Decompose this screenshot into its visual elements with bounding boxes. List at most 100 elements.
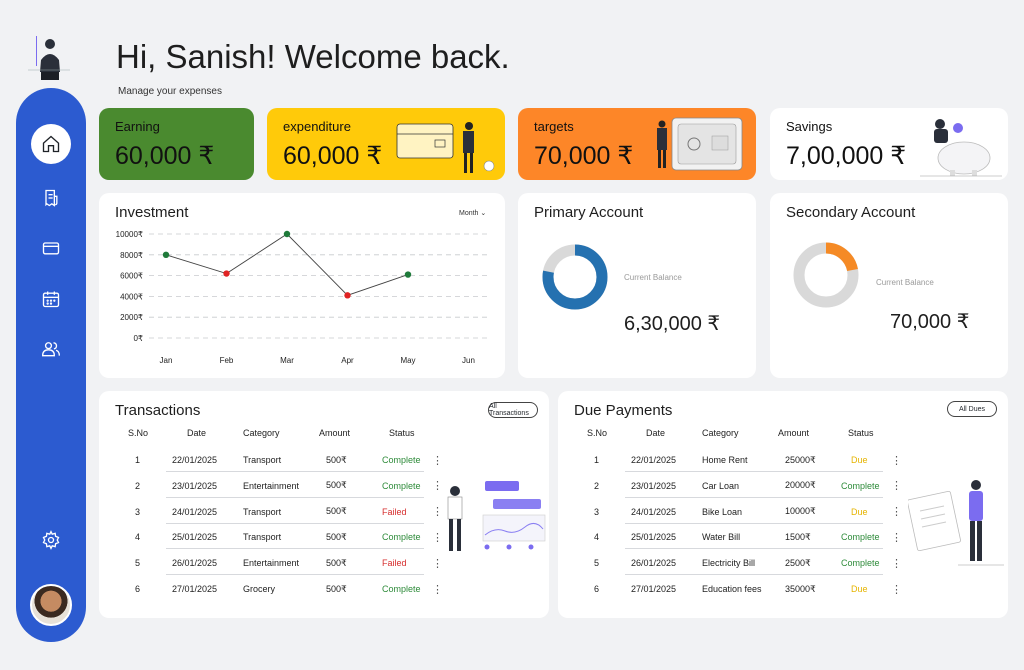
- secondary-account-card[interactable]: Secondary Account Current Balance 70,000…: [770, 193, 1008, 378]
- row-menu-icon[interactable]: ⋮: [891, 531, 902, 544]
- cell-status: Due: [851, 584, 868, 594]
- cell-date: 25/01/2025: [172, 532, 218, 543]
- row-menu-icon[interactable]: ⋮: [891, 557, 902, 570]
- all-transactions-button[interactable]: All Transactions: [488, 402, 538, 418]
- row-menu-icon[interactable]: ⋮: [891, 480, 902, 493]
- cell-date: 23/01/2025: [631, 480, 677, 491]
- sidebar-item-users[interactable]: [33, 331, 69, 367]
- sidebar-item-bills[interactable]: [33, 180, 69, 216]
- table-row[interactable]: 4 25/01/2025 Transport 500₹ Complete ⋮: [99, 527, 549, 547]
- table-row[interactable]: 4 25/01/2025 Water Bill 1500₹ Complete ⋮: [558, 527, 1008, 547]
- cell-category: Entertainment: [243, 558, 300, 569]
- row-divider: [625, 522, 883, 524]
- primary-balance-label: Current Balance: [624, 273, 682, 282]
- avatar[interactable]: [30, 584, 72, 626]
- transactions-title: Transactions: [115, 402, 201, 419]
- all-dues-button[interactable]: All Dues: [947, 401, 997, 417]
- page-title: Hi, Sanish! Welcome back.: [116, 38, 510, 75]
- cell-no: 1: [594, 455, 600, 465]
- cell-date: 24/01/2025: [172, 506, 218, 517]
- cell-status: Complete: [382, 532, 421, 543]
- savings-value: 7,00,000 ₹: [786, 142, 907, 170]
- savings-label: Savings: [786, 119, 833, 134]
- table-row[interactable]: 3 24/01/2025 Transport 500₹ Failed ⋮: [99, 502, 549, 522]
- row-menu-icon[interactable]: ⋮: [432, 531, 443, 544]
- cell-category: Transport: [243, 532, 282, 543]
- cell-no: 1: [135, 455, 141, 465]
- table-row[interactable]: 1 22/01/2025 Home Rent 25000₹ Due ⋮: [558, 450, 1008, 470]
- y-tick-label: 4000₹: [120, 292, 143, 301]
- row-divider: [625, 471, 883, 472]
- cell-no: 5: [135, 558, 141, 569]
- row-divider: [166, 471, 424, 472]
- expenditure-value: 60,000 ₹: [283, 142, 383, 170]
- row-menu-icon[interactable]: ⋮: [432, 480, 443, 493]
- row-menu-icon[interactable]: ⋮: [891, 583, 902, 596]
- sidebar-item-settings[interactable]: [33, 522, 69, 558]
- primary-account-card[interactable]: Primary Account Current Balance 6,30,000…: [518, 193, 756, 378]
- home-icon: [42, 135, 60, 153]
- table-row[interactable]: 6 27/01/2025 Grocery 500₹ Complete ⋮: [99, 579, 549, 599]
- y-tick-label: 10000₹: [116, 230, 143, 239]
- row-menu-icon[interactable]: ⋮: [891, 506, 902, 519]
- column-header: Status: [389, 428, 415, 438]
- series-line: [165, 233, 409, 296]
- column-header: Amount: [778, 428, 810, 438]
- row-menu-icon[interactable]: ⋮: [891, 454, 902, 467]
- cell-no: 6: [594, 584, 600, 594]
- cell-status: Complete: [841, 532, 880, 543]
- cell-amount: 10000₹: [785, 506, 816, 517]
- cell-category: Grocery: [243, 584, 276, 594]
- targets-card[interactable]: targets 70,000 ₹: [518, 108, 756, 180]
- secondary-balance-label: Current Balance: [876, 278, 934, 287]
- row-menu-icon[interactable]: ⋮: [432, 583, 443, 596]
- cell-category: Entertainment: [243, 480, 300, 491]
- cell-no: 6: [135, 584, 141, 594]
- due-payments-card: Due Payments All Dues S.No Date Category Am…: [558, 391, 1008, 618]
- payment-illustration: [396, 122, 495, 173]
- table-row[interactable]: 6 27/01/2025 Education fees 35000₹ Due ⋮: [558, 579, 1008, 599]
- cell-amount: 2500₹: [785, 557, 811, 568]
- sidebar-item-cards[interactable]: [33, 230, 69, 266]
- table-row[interactable]: 5 26/01/2025 Electricity Bill 2500₹ Complete…: [558, 553, 1008, 573]
- table-row[interactable]: 1 22/01/2025 Transport 500₹ Complete ⋮: [99, 450, 549, 470]
- expenditure-card[interactable]: expenditure 60,000 ₹: [267, 108, 505, 180]
- row-divider: [166, 574, 424, 576]
- piggy-bank-illustration: [920, 119, 1002, 177]
- y-tick-label: 6000₹: [120, 272, 143, 281]
- cell-amount: 500₹: [326, 506, 347, 517]
- cell-status: Failed: [382, 506, 407, 517]
- row-menu-icon[interactable]: ⋮: [432, 454, 443, 467]
- table-row[interactable]: 5 26/01/2025 Entertainment 500₹ Failed ⋮: [99, 553, 549, 573]
- row-menu-icon[interactable]: ⋮: [432, 557, 443, 570]
- row-divider: [625, 548, 883, 550]
- calendar-icon: [42, 291, 60, 308]
- targets-label: targets: [534, 119, 574, 134]
- primary-account-title: Primary Account: [534, 204, 644, 221]
- table-row[interactable]: 3 24/01/2025 Bike Loan 10000₹ Due ⋮: [558, 502, 1008, 522]
- document-review-illustration: [908, 480, 1004, 566]
- column-header: S.No: [128, 428, 149, 438]
- row-menu-icon[interactable]: ⋮: [432, 506, 443, 519]
- period-dropdown[interactable]: Month ⌄: [459, 209, 486, 217]
- y-tick-label: 0₹: [133, 334, 143, 343]
- row-divider: [625, 496, 883, 498]
- row-divider: [166, 522, 424, 524]
- table-header: S.No Date Category Amount Status: [558, 423, 1008, 443]
- table-row[interactable]: 2 23/01/2025 Entertainment 500₹ Complete ⋮: [99, 476, 549, 496]
- sidebar-item-home[interactable]: [31, 124, 71, 164]
- cell-date: 22/01/2025: [172, 455, 218, 465]
- user-figure-illustration: [28, 36, 70, 80]
- data-point: [223, 270, 230, 277]
- cell-status: Due: [851, 506, 868, 517]
- sidebar-item-calendar[interactable]: [33, 281, 69, 317]
- cell-status: Complete: [841, 480, 880, 491]
- data-point: [162, 251, 170, 258]
- table-row[interactable]: 2 23/01/2025 Car Loan 20000₹ Complete ⋮: [558, 476, 1008, 496]
- y-tick-label: 8000₹: [120, 251, 143, 260]
- cell-no: 2: [135, 480, 141, 491]
- earning-card[interactable]: Earning 60,000 ₹: [99, 108, 254, 180]
- secondary-account-title: Secondary Account: [786, 204, 916, 221]
- savings-card[interactable]: Savings 7,00,000 ₹: [770, 108, 1008, 180]
- gear-icon: [42, 530, 60, 550]
